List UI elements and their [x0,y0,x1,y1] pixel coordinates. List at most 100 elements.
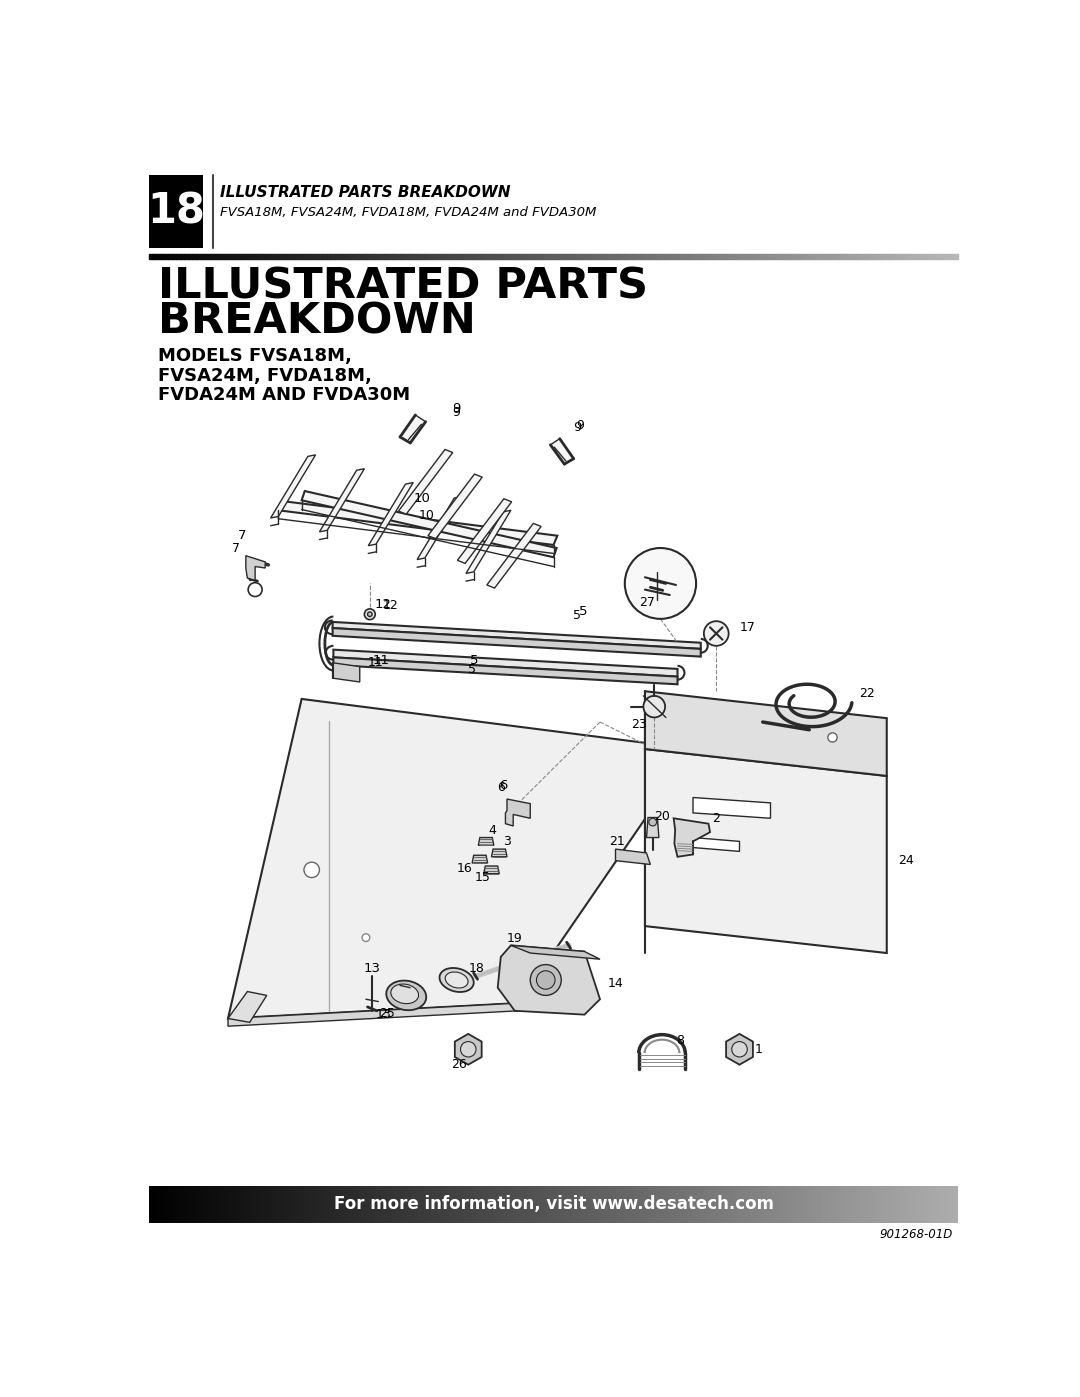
Bar [198,1186,201,1222]
Bar [718,1186,721,1222]
Polygon shape [149,176,203,249]
Bar [535,1186,538,1222]
Bar [632,1186,635,1222]
Bar [666,1186,670,1222]
Bar [923,1186,926,1222]
Bar [931,1186,934,1222]
Bar [788,1186,792,1222]
Bar [618,1186,621,1222]
Bar [387,1186,390,1222]
Bar [518,1186,522,1222]
Bar [149,1186,152,1222]
Bar [279,1186,282,1222]
Polygon shape [616,849,650,865]
Bar [373,1186,376,1222]
Bar [756,1186,759,1222]
Bar [629,1186,632,1222]
Text: 7: 7 [238,529,246,542]
Bar [408,1186,411,1222]
Circle shape [303,862,320,877]
Bar [500,1186,502,1222]
Bar [713,1186,716,1222]
Bar [861,1186,864,1222]
Bar [745,1186,748,1222]
Polygon shape [551,439,573,464]
Bar [799,1186,802,1222]
Bar [575,1186,578,1222]
Bar [656,1186,659,1222]
Text: 9: 9 [453,407,460,419]
Bar [942,1186,945,1222]
Bar [246,1186,249,1222]
Bar [491,1186,495,1222]
Polygon shape [693,798,770,819]
Text: FVDA24M AND FVDA30M: FVDA24M AND FVDA30M [159,386,410,404]
Bar [778,1186,781,1222]
Text: 14: 14 [608,978,623,990]
Circle shape [364,609,375,620]
Circle shape [625,548,697,619]
Bar [834,1186,837,1222]
Bar [767,1186,770,1222]
Polygon shape [647,817,659,838]
Bar [639,1186,643,1222]
Bar [235,1186,239,1222]
Bar [926,1186,929,1222]
Bar [524,1186,527,1222]
Bar [227,1186,230,1222]
Bar [538,1186,540,1222]
Bar [437,1186,441,1222]
Bar [751,1186,754,1222]
Text: ILLUSTRATED PARTS BREAKDOWN: ILLUSTRATED PARTS BREAKDOWN [220,184,511,200]
Bar [556,1186,559,1222]
Bar [313,1186,316,1222]
Bar [178,1186,181,1222]
Bar [907,1186,909,1222]
Bar [448,1186,451,1222]
Bar [859,1186,862,1222]
Bar [378,1186,381,1222]
Bar [252,1186,255,1222]
Circle shape [732,1042,747,1058]
Bar [737,1186,740,1222]
Bar [772,1186,775,1222]
Bar [848,1186,851,1222]
Bar [484,1186,486,1222]
Bar [742,1186,745,1222]
Polygon shape [693,838,740,851]
Bar [661,1186,664,1222]
Bar [311,1186,314,1222]
Bar [187,1186,190,1222]
Bar [758,1186,761,1222]
Bar [807,1186,810,1222]
Polygon shape [228,698,693,1018]
Bar [818,1186,821,1222]
Polygon shape [228,992,267,1023]
Bar [731,1186,734,1222]
Bar [558,1186,562,1222]
Bar [211,1186,214,1222]
Bar [394,1186,397,1222]
Polygon shape [674,819,710,856]
Bar [936,1186,940,1222]
Bar [189,1186,192,1222]
Bar [502,1186,505,1222]
Bar [464,1186,468,1222]
Polygon shape [334,650,677,676]
Bar [478,1186,481,1222]
Bar [882,1186,886,1222]
Bar [297,1186,300,1222]
Text: 4: 4 [488,824,496,837]
Bar [308,1186,311,1222]
Text: 8: 8 [676,1034,684,1046]
Circle shape [828,733,837,742]
Bar [505,1186,508,1222]
Text: 24: 24 [899,854,914,868]
Bar [823,1186,826,1222]
Bar [416,1186,419,1222]
Text: 17: 17 [740,620,755,634]
Text: 13: 13 [375,1009,391,1021]
Polygon shape [458,499,512,563]
Bar [724,1186,727,1222]
Bar [583,1186,586,1222]
